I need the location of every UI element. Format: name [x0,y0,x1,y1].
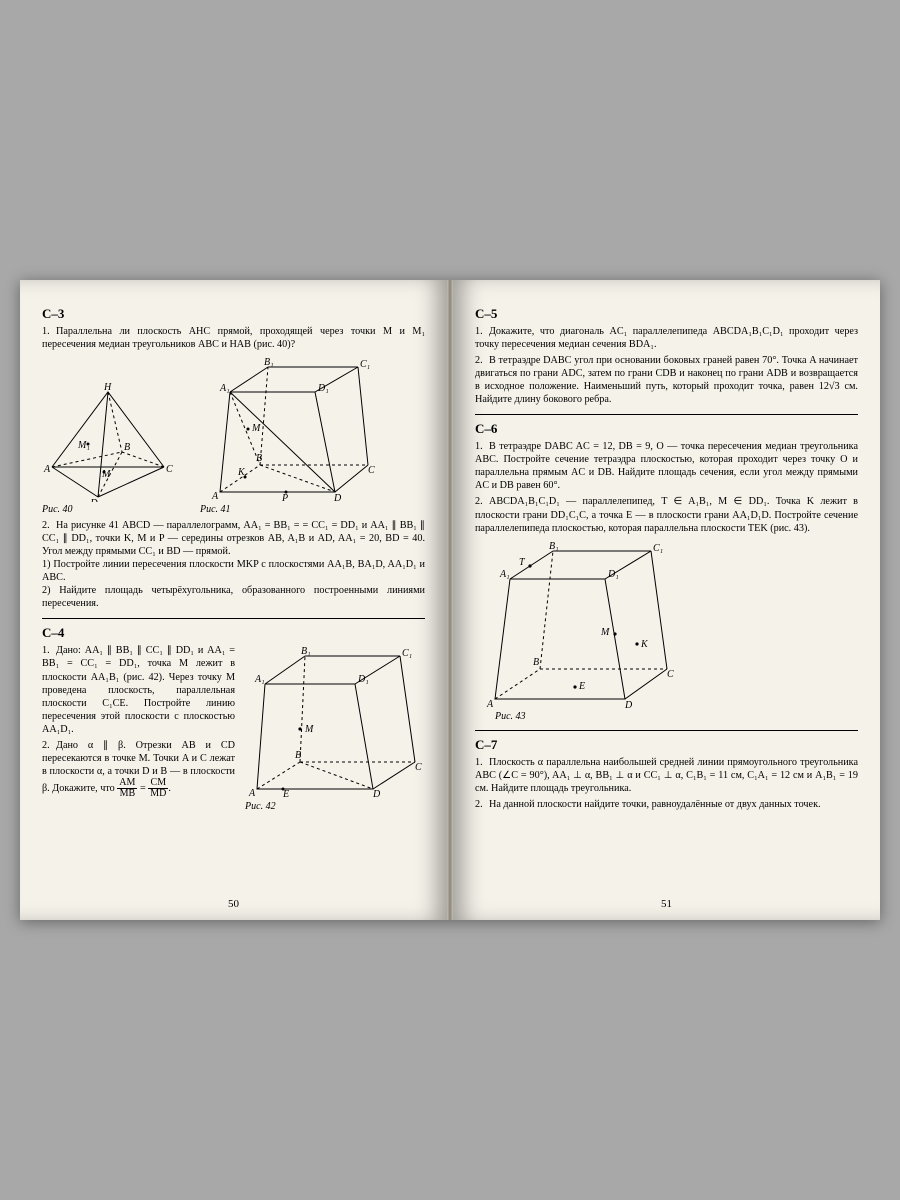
fig41-cap: Рис. 41 [200,504,375,515]
svg-text:B: B [124,442,130,453]
s6-p2: 2.ABCDA₁B₁C₁D₁ — параллелепипед, T ∈ A₁B… [475,495,858,534]
frac-cm-md: CMMD [148,778,168,799]
svg-text:A₁: A₁ [254,674,265,685]
fig42-wrap: A₁ B₁ C₁ D₁ A B C D E M Рис. 42 [245,644,425,812]
page-right: С–5 1.Докажите, что диагональ AC₁ паралл… [453,280,880,920]
svg-text:B₁: B₁ [301,646,311,657]
divider-s3-s4 [42,618,425,619]
svg-text:M: M [101,469,111,480]
svg-text:A₁: A₁ [219,383,230,394]
fig-row-40-41: H A B C D M M₁ Рис. 40 [42,357,425,515]
svg-text:C₁: C₁ [402,648,412,659]
head-s5: С–5 [475,306,858,322]
svg-text:C₁: C₁ [653,543,663,554]
s4-block: A₁ B₁ C₁ D₁ A B C D E M Рис. 42 1.Дано: [42,644,425,816]
fig42: A₁ B₁ C₁ D₁ A B C D E M [245,644,425,799]
svg-text:M₁: M₁ [77,440,90,451]
s5-p2: 2.В тетраэдре DABC угол при основании бо… [475,354,858,406]
fig43: A₁ B₁ C₁ D₁ A B C D T M K E [475,539,675,709]
svg-text:H: H [103,382,112,393]
svg-text:B₁: B₁ [549,541,559,552]
head-s7: С–7 [475,737,858,753]
fig42-cap: Рис. 42 [245,801,425,812]
svg-text:T: T [519,557,526,568]
svg-text:A: A [211,491,219,502]
divider-s5-s6 [475,414,858,415]
svg-text:P: P [281,493,288,502]
head-s3: С–3 [42,306,425,322]
svg-text:C₁: C₁ [360,359,370,370]
svg-text:E: E [578,681,585,692]
svg-text:C: C [368,465,375,476]
fig41: A₁ B₁ C₁ D₁ A B C D M K P [200,357,375,502]
svg-text:D: D [89,498,98,502]
svg-text:D₁: D₁ [317,383,329,394]
svg-text:A: A [43,464,51,475]
head-s6: С–6 [475,421,858,437]
fig43-cap: Рис. 43 [495,711,858,722]
svg-text:K: K [237,467,246,478]
svg-text:E: E [282,789,289,799]
svg-text:D: D [333,493,342,502]
svg-text:D: D [372,789,381,799]
svg-text:D₁: D₁ [357,674,369,685]
pagenum-right: 51 [453,898,880,910]
fig40: H A B C D M M₁ [42,382,182,502]
s7-p1: 1.Плоскость α параллельна наибольшей сре… [475,756,858,795]
fig43-wrap: A₁ B₁ C₁ D₁ A B C D T M K E Рис. 43 [475,539,858,722]
svg-text:A: A [248,788,256,799]
svg-text:C: C [415,762,422,773]
fig40-cap: Рис. 40 [42,504,182,515]
pagenum-left: 50 [20,898,447,910]
s6-p1: 1.В тетраэдре DABC AC = 12, DB = 9, O — … [475,440,858,492]
fig41-wrap: A₁ B₁ C₁ D₁ A B C D M K P Рис. 41 [200,357,375,515]
s3-p2: 2.На рисунке 41 ABCD — параллелограмм, A… [42,519,425,610]
svg-text:B₁: B₁ [264,357,274,368]
svg-text:K: K [640,639,649,650]
s5-p1: 1.Докажите, что диагональ AC₁ параллелеп… [475,325,858,351]
s7-p2: 2.На данной плоскости найдите точки, рав… [475,798,858,811]
svg-text:B: B [256,453,262,464]
svg-text:B: B [295,750,301,761]
svg-text:B: B [533,657,539,668]
s3-p1: 1.Параллельна ли плоскость AHC прямой, п… [42,325,425,351]
frac-am-mb: AMMB [117,778,137,799]
svg-text:M: M [251,423,261,434]
svg-text:C: C [166,464,173,475]
svg-text:A: A [486,699,494,709]
svg-text:A₁: A₁ [499,569,510,580]
fig40-wrap: H A B C D M M₁ Рис. 40 [42,382,182,515]
page-left: С–3 1.Параллельна ли плоскость AHC прямо… [20,280,447,920]
svg-text:M: M [600,627,610,638]
svg-text:D: D [624,700,633,709]
divider-s6-s7 [475,730,858,731]
svg-text:C: C [667,669,674,680]
svg-text:M: M [304,724,314,735]
svg-text:D₁: D₁ [607,569,619,580]
head-s4: С–4 [42,625,425,641]
book-spread: С–3 1.Параллельна ли плоскость AHC прямо… [20,280,880,920]
